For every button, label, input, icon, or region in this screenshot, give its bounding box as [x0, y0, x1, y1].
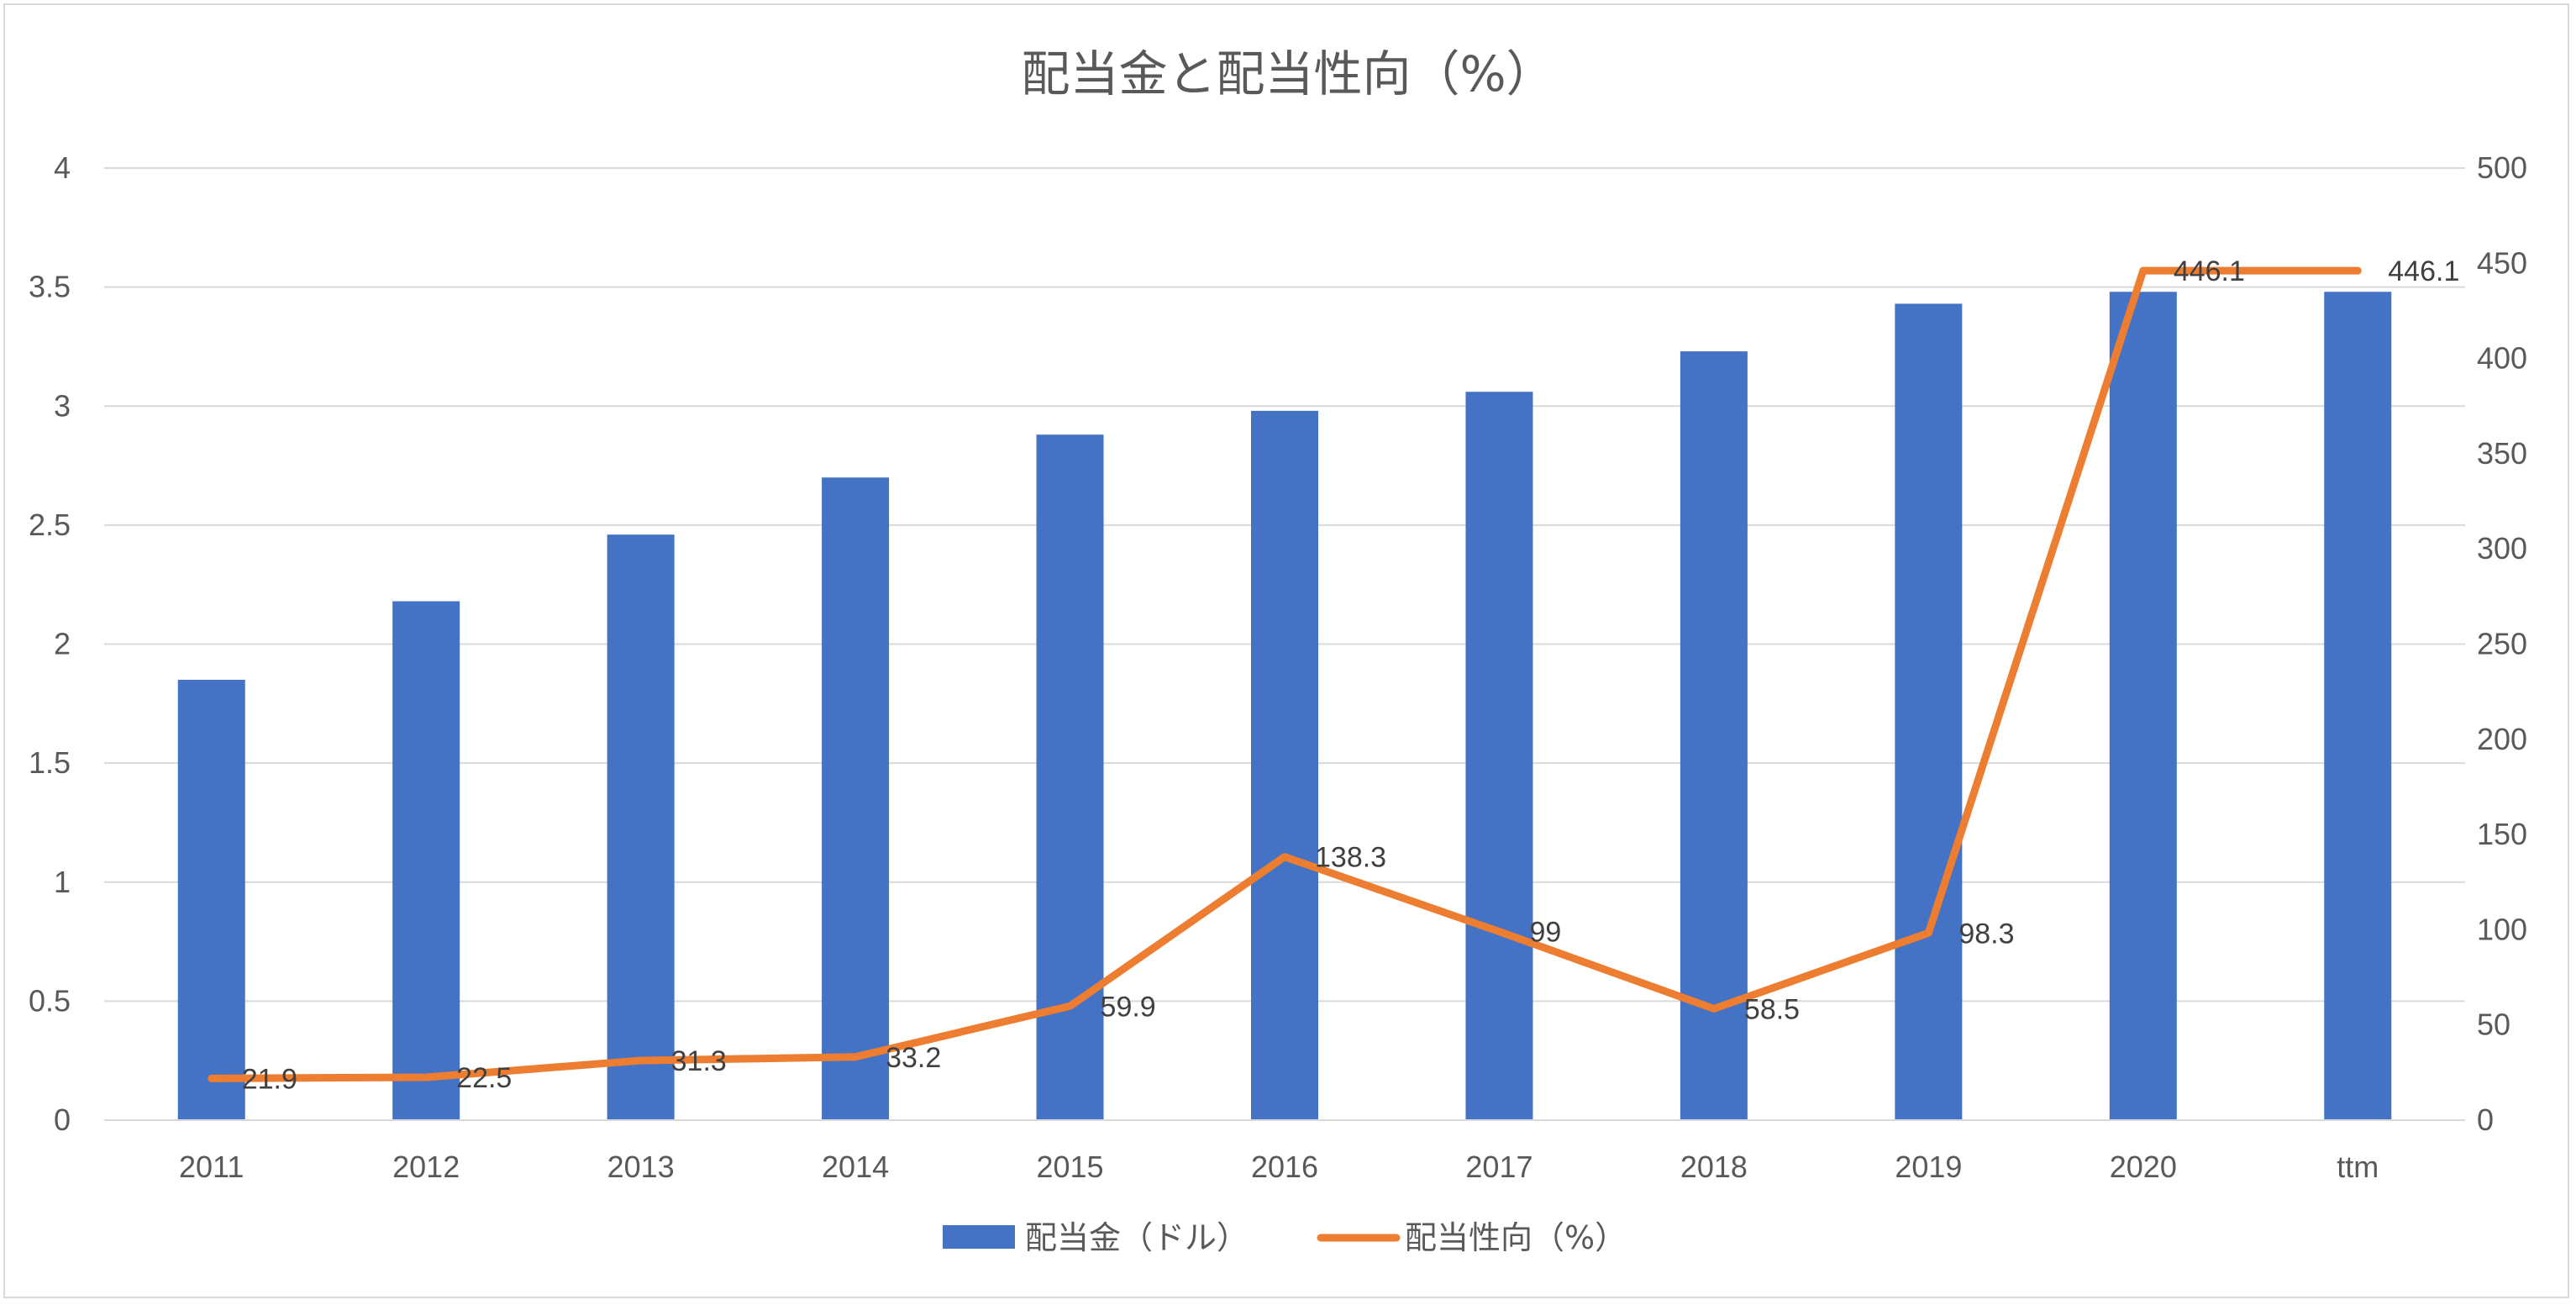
left-axis-tick-label: 2 — [54, 627, 71, 661]
payout-ratio-data-label: 22.5 — [456, 1062, 512, 1094]
left-axis-tick-label: 4 — [54, 150, 71, 185]
right-axis-tick-label: 350 — [2477, 436, 2527, 471]
payout-ratio-data-label: 99 — [1529, 917, 1561, 949]
left-axis-tick-label: 2.5 — [29, 508, 71, 542]
right-axis-tick-label: 0 — [2477, 1102, 2494, 1137]
bar-2015 — [1036, 434, 1104, 1120]
bar-series — [177, 292, 2392, 1120]
right-axis-tick-label: 100 — [2477, 912, 2527, 946]
right-axis-tick-label: 250 — [2477, 627, 2527, 661]
bar-2011 — [177, 679, 245, 1120]
right-axis-tick-label: 400 — [2477, 341, 2527, 376]
x-axis-tick-label: 2019 — [1895, 1150, 1962, 1184]
x-axis-tick-label: 2016 — [1251, 1150, 1318, 1184]
right-axis-tick-label: 300 — [2477, 531, 2527, 566]
left-axis-tick-label: 3 — [54, 388, 71, 423]
x-axis-tick-label: 2012 — [392, 1150, 460, 1184]
legend: 配当金（ドル） 配当性向（%） — [943, 1219, 1627, 1256]
payout-ratio-data-label: 33.2 — [886, 1042, 941, 1074]
bar-ttm — [2324, 292, 2392, 1120]
payout-ratio-data-label: 138.3 — [1315, 842, 1386, 874]
left-axis-tick-label: 3.5 — [29, 270, 71, 304]
payout-ratio-data-label: 21.9 — [242, 1063, 297, 1095]
payout-ratio-data-label: 446.1 — [2174, 255, 2245, 287]
right-axis-tick-label: 50 — [2477, 1008, 2510, 1042]
line-series — [208, 266, 2362, 1082]
right-axis-tick-label: 200 — [2477, 722, 2527, 756]
x-axis-tick-label: 2015 — [1036, 1150, 1103, 1184]
right-axis-tick-label: 450 — [2477, 245, 2527, 280]
bar-2013 — [607, 534, 675, 1120]
bar-2019 — [1895, 303, 1963, 1120]
bar-2017 — [1465, 392, 1533, 1120]
chart-title: 配当金と配当性向（%） — [1021, 45, 1554, 103]
x-axis-tick-label: 2013 — [607, 1150, 675, 1184]
legend-label-payout-ratio: 配当性向（%） — [1405, 1219, 1627, 1256]
bar-2014 — [822, 477, 890, 1120]
payout-ratio-data-label: 98.3 — [1958, 918, 2014, 950]
legend-swatch-dividend — [943, 1225, 1015, 1249]
left-axis-tick-label: 0 — [54, 1102, 71, 1137]
x-axis-tick-label: 2014 — [822, 1150, 889, 1184]
right-y-axis: 0 50 100 150 200 250 300 350 400 450 500 — [2477, 150, 2527, 1137]
x-axis: 2011 2012 2013 2014 2015 2016 2017 2018 2019 2020… — [179, 1150, 2379, 1184]
x-axis-tick-label: ttm — [2337, 1150, 2379, 1184]
payout-ratio-data-label: 446.1 — [2388, 255, 2459, 287]
legend-label-dividend: 配当金（ドル） — [1025, 1219, 1249, 1256]
payout-ratio-line — [208, 266, 2362, 1082]
left-axis-tick-label: 1.5 — [29, 745, 71, 780]
bar-2012 — [392, 601, 460, 1120]
payout-ratio-data-label: 59.9 — [1101, 991, 1156, 1023]
left-axis-tick-label: 0.5 — [29, 983, 71, 1018]
bar-2020 — [2109, 292, 2177, 1120]
x-axis-tick-label: 2017 — [1465, 1150, 1532, 1184]
payout-ratio-data-label: 31.3 — [671, 1045, 727, 1077]
left-y-axis: 0 0.5 1 1.5 2 2.5 3 3.5 4 — [29, 150, 71, 1137]
line-data-labels: 21.9 22.5 31.3 33.2 59.9 138.3 99 58.5 98.3 446.1… — [242, 255, 2460, 1095]
x-axis-tick-label: 2020 — [2110, 1150, 2177, 1184]
left-axis-tick-label: 1 — [54, 865, 71, 899]
x-axis-tick-label: 2018 — [1680, 1150, 1748, 1184]
bar-2018 — [1680, 351, 1748, 1120]
bar-2016 — [1251, 410, 1318, 1120]
x-axis-tick-label: 2011 — [179, 1150, 244, 1184]
right-axis-tick-label: 150 — [2477, 817, 2527, 851]
payout-ratio-data-label: 58.5 — [1744, 993, 1800, 1025]
right-axis-tick-label: 500 — [2477, 150, 2527, 185]
